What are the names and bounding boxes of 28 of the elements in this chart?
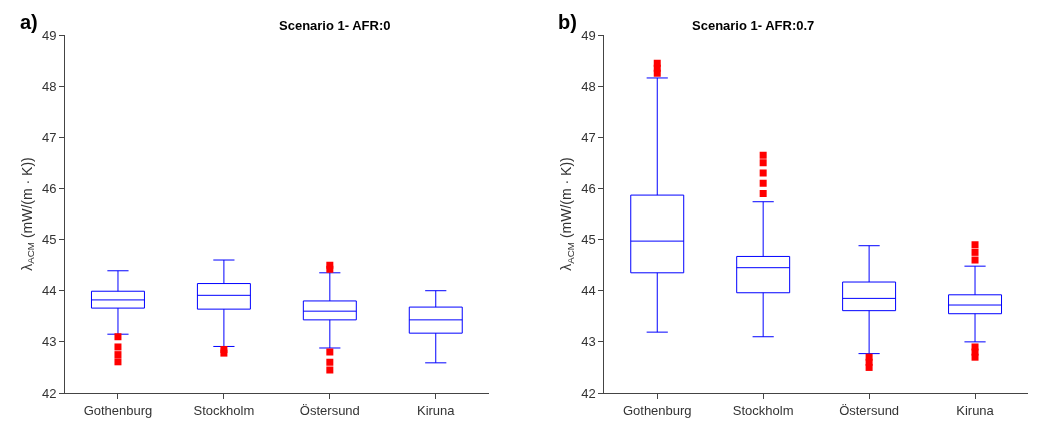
y-tick-label: 42 xyxy=(581,385,596,401)
text: b) xyxy=(558,11,577,33)
x-tick-label: Kiruna xyxy=(956,402,995,418)
y-tick-label: 47 xyxy=(41,129,57,145)
y-tick-label: 46 xyxy=(41,180,57,196)
y-tick-label: 48 xyxy=(581,78,596,94)
y-tick-label: 47 xyxy=(581,129,596,145)
y-tick-label: 49 xyxy=(41,27,57,43)
y-tick-label: 44 xyxy=(581,283,596,299)
y-tick-label: 44 xyxy=(41,283,57,299)
y-tick-label: 43 xyxy=(41,334,57,350)
chart-title: Scenario 1- AFR:0 xyxy=(279,18,391,33)
x-tick-label: Gothenburg xyxy=(622,402,692,418)
x-tick-label: Östersund xyxy=(299,402,360,418)
x-tick-label: Gothenburg xyxy=(83,402,153,418)
y-tick-label: 45 xyxy=(581,232,596,248)
x-tick-label: Stockholm xyxy=(193,402,255,418)
y-tick-label: 46 xyxy=(581,180,596,196)
text: a) xyxy=(20,11,38,33)
x-tick-label: Östersund xyxy=(839,402,900,418)
y-tick-label: 49 xyxy=(581,27,596,43)
y-tick-label: 45 xyxy=(41,232,57,248)
y-tick-label: 43 xyxy=(581,334,596,350)
chart-title: Scenario 1- AFR:0.7 xyxy=(692,18,815,33)
y-tick-label: 48 xyxy=(41,78,57,94)
x-tick-label: Stockholm xyxy=(732,402,794,418)
y-tick-label: 42 xyxy=(41,385,57,401)
x-tick-label: Kiruna xyxy=(416,402,456,418)
